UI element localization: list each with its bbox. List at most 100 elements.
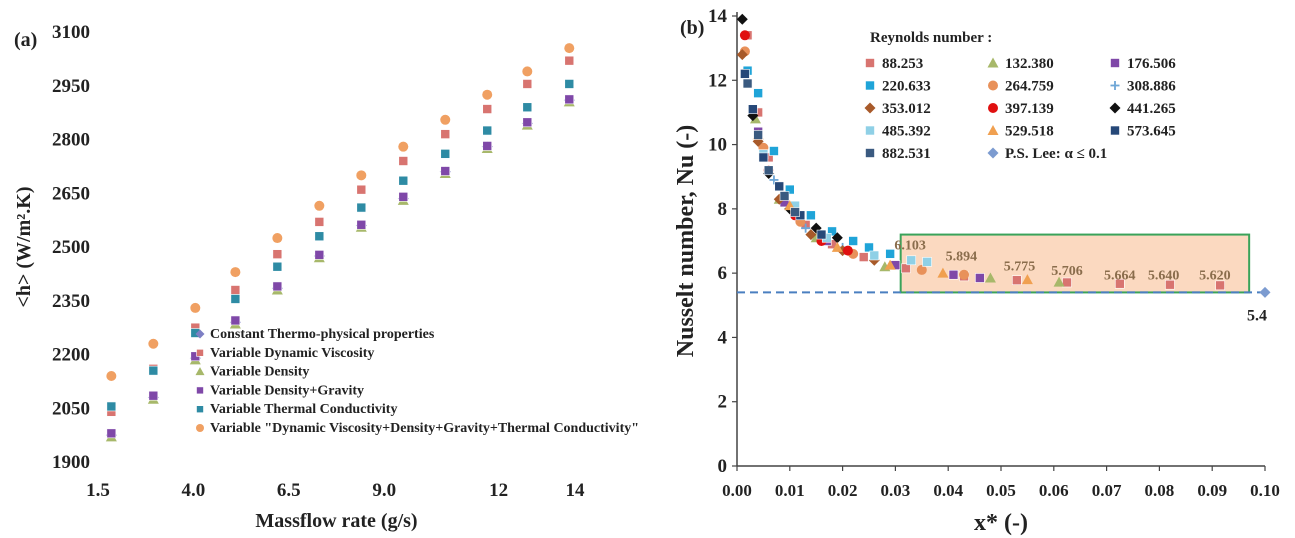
data-point bbox=[272, 233, 283, 244]
data-point bbox=[801, 223, 811, 233]
data-point bbox=[848, 236, 858, 246]
data-point bbox=[106, 401, 117, 412]
legend-marker bbox=[196, 405, 204, 414]
data-point bbox=[190, 302, 201, 313]
legend-marker bbox=[195, 329, 205, 339]
y-tick-label: 4 bbox=[718, 327, 728, 348]
y-tick-label: 2500 bbox=[52, 237, 90, 258]
legend-label: 397.139 bbox=[1005, 101, 1054, 117]
y-tick-label: 2050 bbox=[52, 398, 90, 419]
chart-panel-b: (b) 0 2 4 6 8 10 12 14 0.00 0.01 0.02 0.03 0.04 0.05 0.… bbox=[673, 6, 1280, 536]
data-point bbox=[805, 229, 817, 241]
data-point bbox=[842, 245, 853, 256]
data-point bbox=[753, 88, 763, 98]
data-point bbox=[1115, 278, 1125, 289]
legend-label: 308.886 bbox=[1127, 79, 1176, 95]
data-point bbox=[356, 184, 367, 195]
series-a-4 bbox=[106, 79, 575, 412]
data-point bbox=[314, 250, 325, 260]
data-point bbox=[522, 66, 533, 77]
x-tick-label: 0.09 bbox=[1197, 481, 1227, 500]
legend-marker bbox=[987, 125, 999, 135]
y-tick-label: 2 bbox=[718, 392, 728, 413]
data-point bbox=[230, 285, 241, 295]
data-point bbox=[1053, 276, 1065, 287]
x-tick-label: 0.04 bbox=[933, 481, 963, 500]
data-point bbox=[948, 269, 959, 280]
data-point bbox=[148, 338, 159, 349]
x-tick-label: 0.05 bbox=[986, 481, 1016, 500]
data-point bbox=[356, 170, 367, 181]
data-point bbox=[816, 229, 827, 240]
data-point bbox=[885, 249, 895, 259]
data-point bbox=[779, 191, 790, 201]
data-point bbox=[482, 104, 493, 114]
data-point bbox=[1165, 279, 1175, 290]
y-axis-title: <h> (W/m².K) bbox=[13, 186, 35, 307]
y-tick-label: 2800 bbox=[52, 130, 90, 151]
data-point bbox=[398, 156, 409, 166]
data-point bbox=[937, 267, 949, 278]
x-tick-label: 9.0 bbox=[372, 480, 396, 501]
legend-label: Variable Dynamic Viscosity bbox=[210, 346, 374, 361]
data-point bbox=[742, 78, 753, 89]
data-point bbox=[748, 104, 758, 115]
series-b-12 bbox=[742, 78, 800, 217]
legend-label: 176.506 bbox=[1127, 56, 1176, 72]
data-point bbox=[314, 200, 325, 211]
data-point bbox=[230, 294, 241, 304]
legend-marker bbox=[1110, 58, 1120, 68]
y-tick-label: 2650 bbox=[52, 183, 90, 204]
data-point bbox=[272, 249, 283, 259]
legend-marker bbox=[196, 386, 204, 395]
x-tick-label: 1.5 bbox=[86, 480, 110, 501]
data-point bbox=[482, 89, 493, 100]
legend-marker bbox=[1110, 81, 1120, 90]
y-tick-label: 3100 bbox=[52, 22, 90, 43]
x-tick-label: 0.01 bbox=[775, 481, 805, 500]
data-point bbox=[106, 371, 117, 381]
legend-marker bbox=[1109, 102, 1121, 114]
x-tick-label: 12 bbox=[489, 480, 508, 501]
data-point bbox=[356, 219, 367, 230]
data-point bbox=[272, 261, 283, 272]
data-point bbox=[230, 315, 241, 326]
data-point bbox=[148, 365, 159, 376]
legend-marker bbox=[865, 58, 875, 68]
y-tick-label: 8 bbox=[718, 199, 728, 220]
data-point bbox=[736, 49, 748, 61]
x-axis-title: Massflow rate (g/s) bbox=[255, 510, 417, 532]
data-point bbox=[758, 152, 769, 163]
data-point bbox=[1021, 274, 1033, 285]
data-point bbox=[522, 79, 533, 89]
data-point bbox=[806, 210, 816, 221]
legend-marker bbox=[988, 103, 998, 113]
value-annotation: 5.620 bbox=[1199, 268, 1231, 283]
x-tick-label: 4.0 bbox=[182, 480, 206, 501]
data-point bbox=[916, 264, 927, 275]
legend-label: 353.012 bbox=[882, 101, 931, 117]
data-point bbox=[736, 13, 748, 25]
data-point bbox=[769, 175, 779, 185]
data-point bbox=[922, 257, 932, 267]
data-point bbox=[398, 175, 409, 186]
data-point bbox=[314, 231, 325, 242]
data-point bbox=[272, 281, 283, 292]
data-point bbox=[440, 129, 451, 139]
legend-marker bbox=[865, 148, 875, 158]
data-point bbox=[774, 181, 785, 192]
data-point bbox=[831, 241, 843, 252]
panel-label: (b) bbox=[680, 17, 704, 39]
legend-label: Variable Density bbox=[210, 365, 309, 380]
legend-label: Variable "Dynamic Viscosity+Density+Grav… bbox=[210, 421, 639, 436]
x-tick-label: 0.10 bbox=[1250, 481, 1280, 500]
legend-marker bbox=[864, 102, 876, 114]
x-tick-label: 0.08 bbox=[1145, 481, 1175, 500]
legend-label: 573.645 bbox=[1127, 124, 1176, 140]
data-point bbox=[1062, 277, 1072, 288]
data-point bbox=[440, 149, 451, 159]
data-point bbox=[440, 114, 451, 125]
data-point bbox=[1259, 286, 1271, 298]
data-point bbox=[148, 390, 159, 401]
